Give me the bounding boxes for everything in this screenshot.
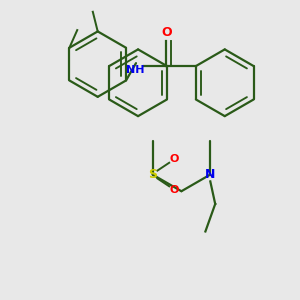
Text: O: O xyxy=(169,154,179,164)
Text: N: N xyxy=(205,168,215,181)
Text: NH: NH xyxy=(126,65,144,75)
Text: O: O xyxy=(161,26,172,39)
Text: O: O xyxy=(169,185,179,195)
Text: S: S xyxy=(148,168,157,181)
